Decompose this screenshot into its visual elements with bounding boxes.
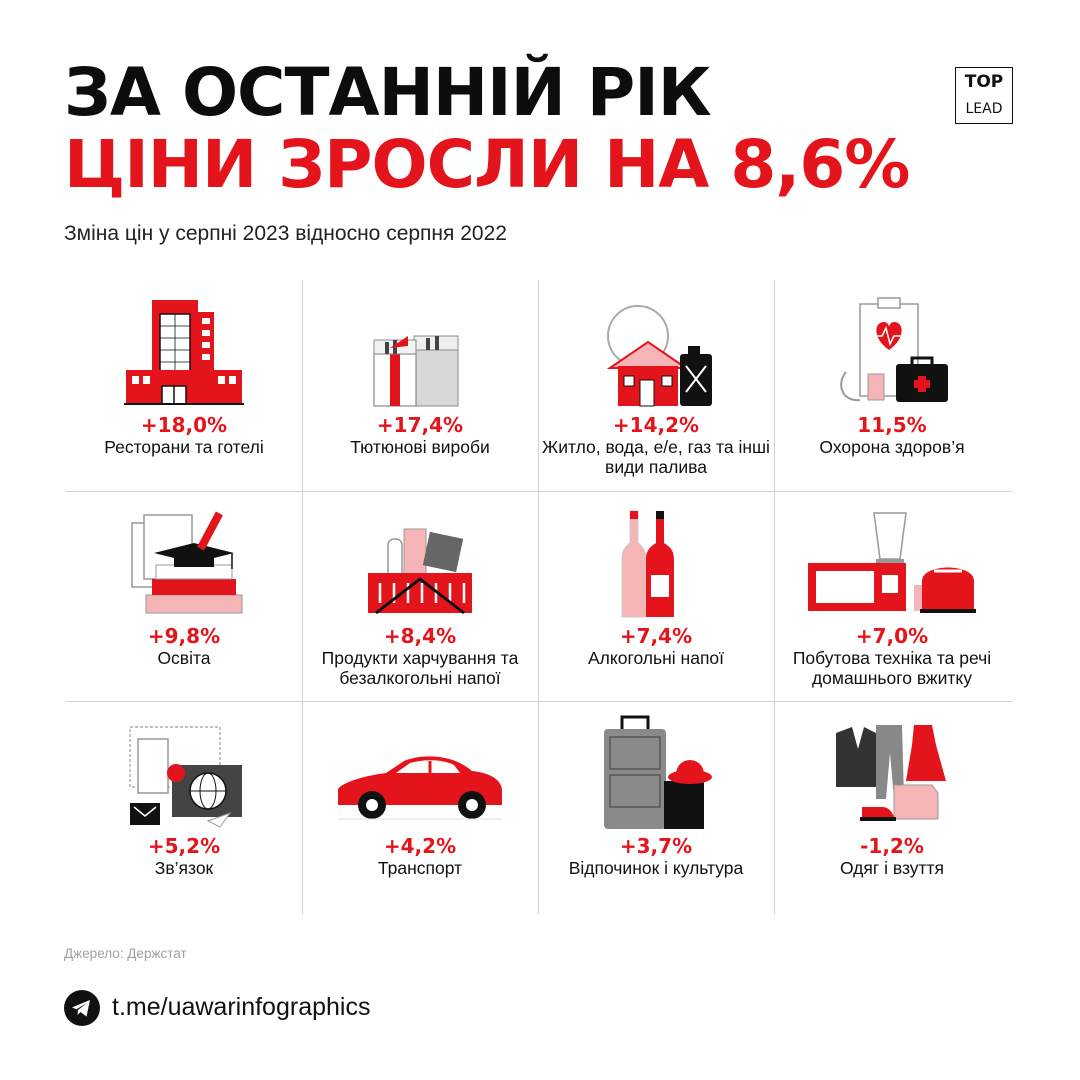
category-transport: +4,2% Транспорт — [302, 701, 538, 911]
category-value: +18,0% — [140, 413, 228, 437]
wine-bottles-icon — [596, 499, 716, 621]
category-clothing-shoes: -1,2% Одяг і взуття — [774, 701, 1010, 911]
category-value: +17,4% — [376, 413, 464, 437]
subtitle: Зміна цін у серпні 2023 відносно серпня … — [64, 222, 507, 245]
category-healthcare: 11,5% Охорона здоров’я — [774, 280, 1010, 490]
category-tobacco: +17,4% Тютюнові вироби — [302, 280, 538, 490]
grid-divider — [538, 280, 539, 914]
hotel-building-icon — [124, 288, 244, 410]
category-label: Алкогольні напої — [587, 648, 725, 668]
category-value: +4,2% — [383, 834, 457, 858]
category-label: Транспорт — [377, 858, 463, 878]
books-graduation-cap-icon — [124, 499, 244, 621]
clothing-shoes-icon — [832, 709, 952, 831]
category-value: -1,2% — [860, 834, 924, 858]
grocery-basket-icon — [360, 499, 480, 621]
category-label: Тютюнові вироби — [350, 437, 490, 457]
category-label: Ресторани та готелі — [104, 437, 264, 457]
category-value: 11,5% — [857, 413, 927, 437]
category-value: +3,7% — [619, 834, 693, 858]
category-label: Освіта — [157, 648, 211, 668]
category-household-appliances: +7,0% Побутова техніка та речі домашньог… — [774, 491, 1010, 701]
title-line-1: ЗА ОСТАННІЙ РІК — [64, 54, 712, 131]
category-value: +9,8% — [147, 624, 221, 648]
title-line-2: ЦІНИ ЗРОСЛИ НА 8,6% — [64, 126, 910, 203]
communication-devices-icon — [124, 709, 244, 831]
grid-divider — [66, 491, 1012, 492]
category-housing-utilities: +14,2% Житло, вода, е/е, газ та інші вид… — [538, 280, 774, 490]
logo-bottom-text: LEAD — [965, 101, 1003, 117]
category-label: Одяг і взуття — [839, 858, 945, 878]
category-value: +7,0% — [855, 624, 929, 648]
grid-divider — [302, 280, 303, 914]
category-label: Охорона здоров’я — [819, 437, 965, 457]
category-label: Продукти харчування та безалкогольні нап… — [321, 648, 519, 688]
cigarette-packs-icon — [360, 288, 480, 410]
source-note: Джерело: Держстат — [64, 946, 187, 961]
category-value: +5,2% — [147, 834, 221, 858]
category-restaurants-hotels: +18,0% Ресторани та готелі — [66, 280, 302, 490]
category-communication: +5,2% Зв’язок — [66, 701, 302, 911]
grid-divider — [66, 701, 1012, 702]
top-lead-logo: TOP LEAD — [955, 67, 1013, 124]
category-leisure-culture: +3,7% Відпочинок і культура — [538, 701, 774, 911]
car-icon — [330, 709, 510, 831]
category-label: Зв’язок — [154, 858, 214, 878]
category-value: +7,4% — [619, 624, 693, 648]
categories-grid: +18,0% Ресторани та готелі +17,4% Тютюно… — [66, 280, 1012, 914]
telegram-icon — [64, 990, 100, 1026]
suitcase-hat-icon — [596, 709, 716, 831]
category-food: +8,4% Продукти харчування та безалкоголь… — [302, 491, 538, 701]
category-value: +8,4% — [383, 624, 457, 648]
house-bulb-canister-icon — [596, 288, 716, 410]
category-alcohol: +7,4% Алкогольні напої — [538, 491, 774, 701]
medical-kit-icon — [832, 288, 952, 410]
category-value: +14,2% — [612, 413, 700, 437]
grid-divider — [774, 280, 775, 914]
category-label: Відпочинок і культура — [568, 858, 744, 878]
category-education: +9,8% Освіта — [66, 491, 302, 701]
logo-top-text: TOP — [964, 72, 1004, 92]
home-appliances-icon — [802, 499, 982, 621]
category-label: Побутова техніка та речі домашнього вжит… — [792, 648, 992, 688]
category-label: Житло, вода, е/е, газ та інші види палив… — [542, 437, 770, 477]
telegram-channel-link[interactable]: t.me/uawarinfographics — [112, 993, 371, 1021]
